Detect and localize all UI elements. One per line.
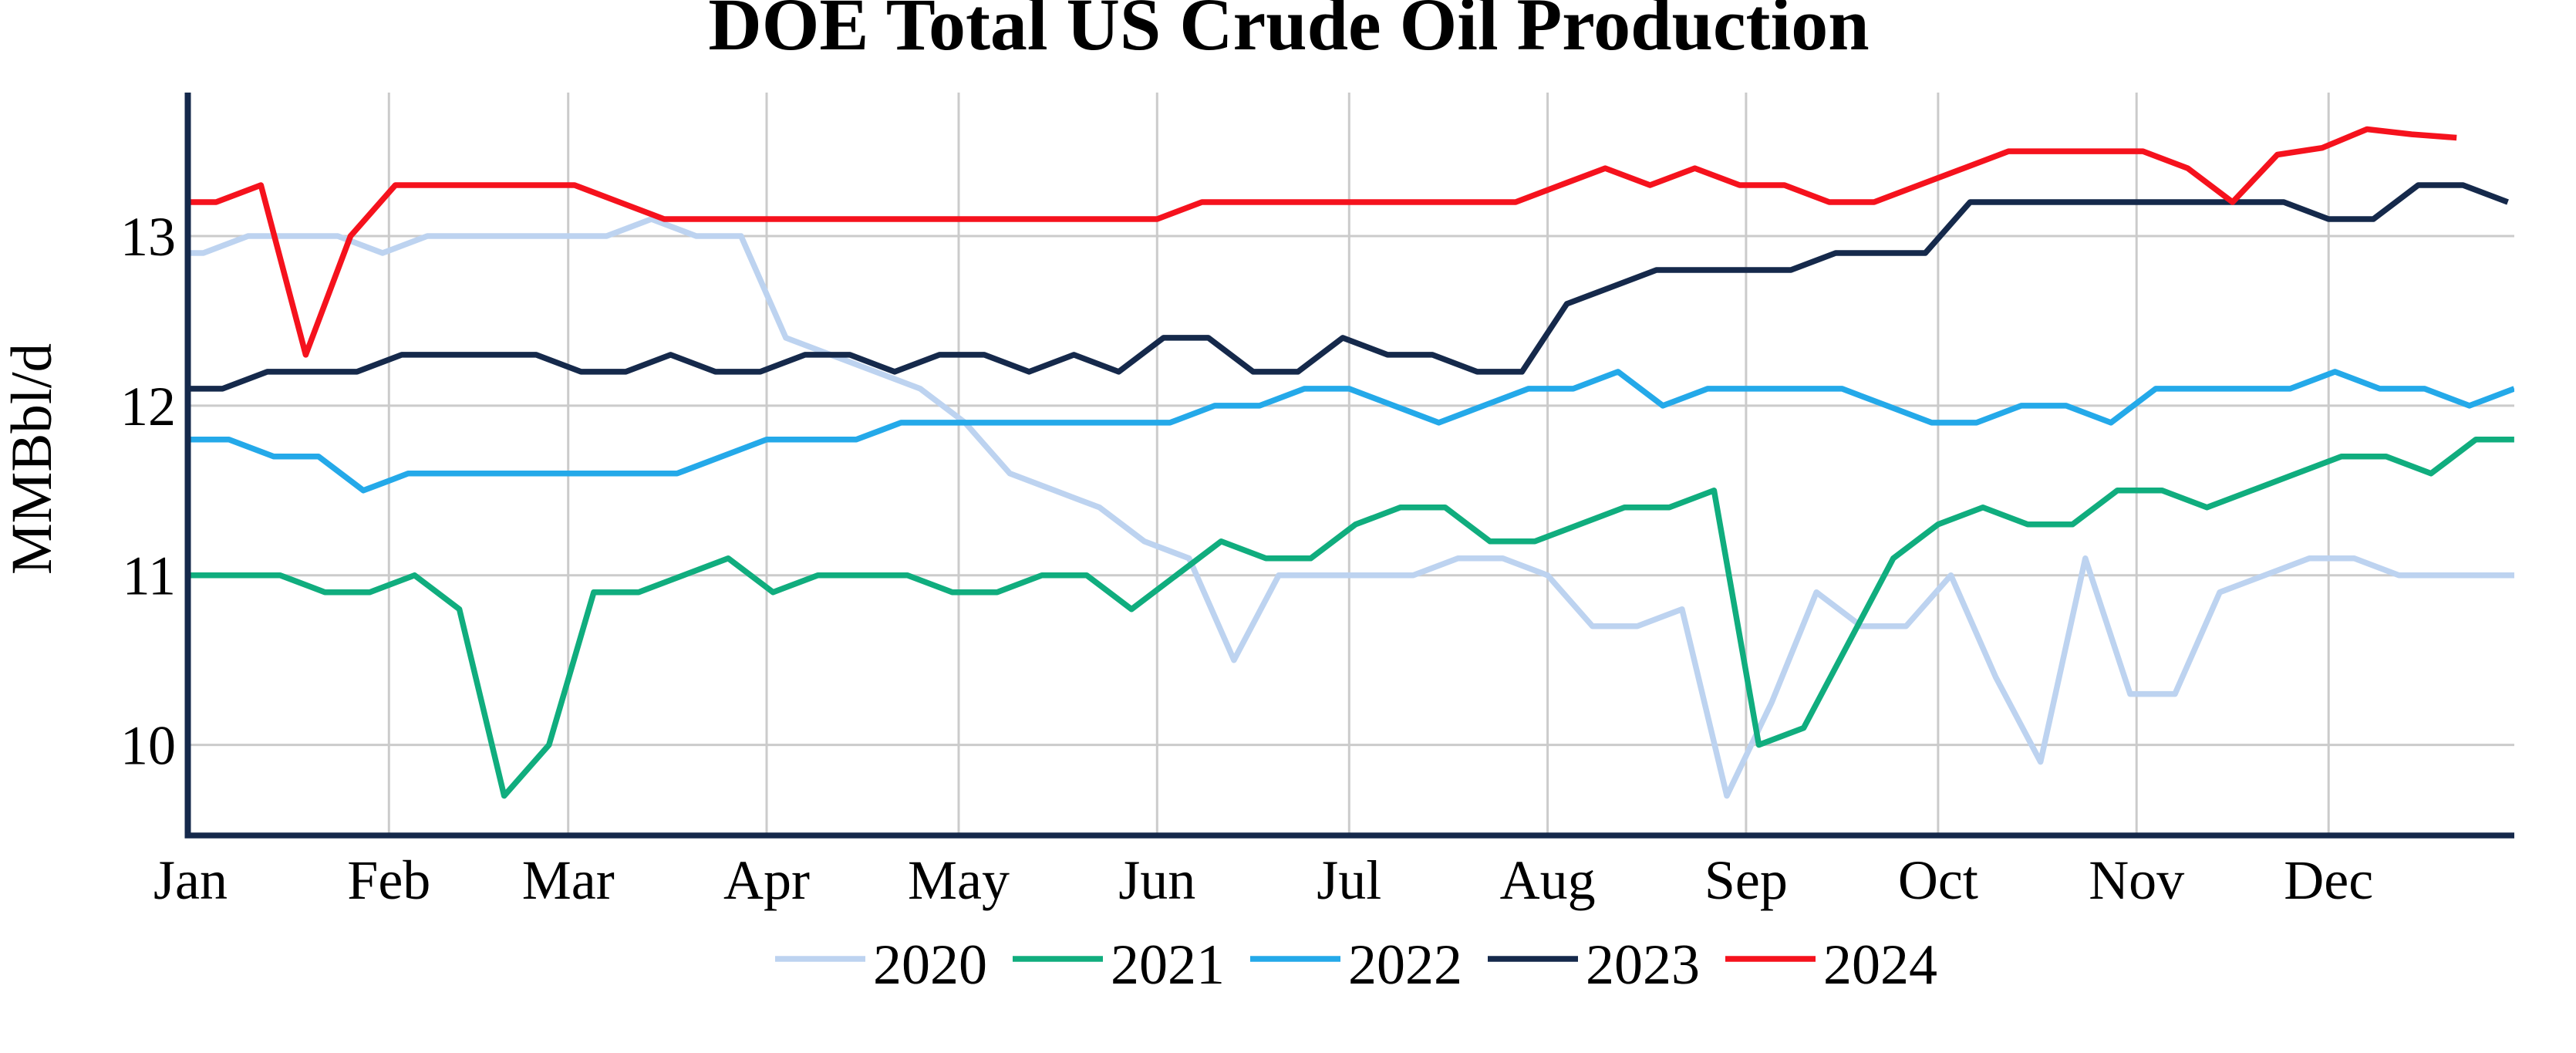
svg-text:Oct: Oct bbox=[1898, 849, 1978, 911]
svg-text:Feb: Feb bbox=[347, 849, 430, 911]
svg-text:13: 13 bbox=[120, 206, 176, 268]
svg-text:2023: 2023 bbox=[1586, 933, 1700, 997]
svg-text:2022: 2022 bbox=[1348, 933, 1462, 997]
svg-text:May: May bbox=[908, 849, 1010, 911]
svg-text:Jul: Jul bbox=[1317, 849, 1381, 911]
svg-text:2024: 2024 bbox=[1823, 933, 1937, 997]
svg-text:12: 12 bbox=[120, 376, 176, 437]
svg-text:Nov: Nov bbox=[2089, 849, 2184, 911]
svg-text:DOE Total US Crude Oil Product: DOE Total US Crude Oil Production bbox=[708, 0, 1869, 66]
svg-text:Aug: Aug bbox=[1500, 849, 1596, 911]
svg-text:Sep: Sep bbox=[1704, 849, 1788, 911]
svg-text:10: 10 bbox=[120, 715, 176, 777]
svg-text:11: 11 bbox=[123, 545, 176, 607]
svg-text:Apr: Apr bbox=[723, 849, 810, 911]
svg-text:Jan: Jan bbox=[153, 849, 228, 911]
svg-text:Dec: Dec bbox=[2284, 849, 2373, 911]
svg-text:Mar: Mar bbox=[522, 849, 615, 911]
svg-text:2020: 2020 bbox=[873, 933, 987, 997]
svg-text:2021: 2021 bbox=[1111, 933, 1225, 997]
svg-text:Jun: Jun bbox=[1118, 849, 1195, 911]
svg-text:MMBbl/d: MMBbl/d bbox=[0, 343, 64, 575]
